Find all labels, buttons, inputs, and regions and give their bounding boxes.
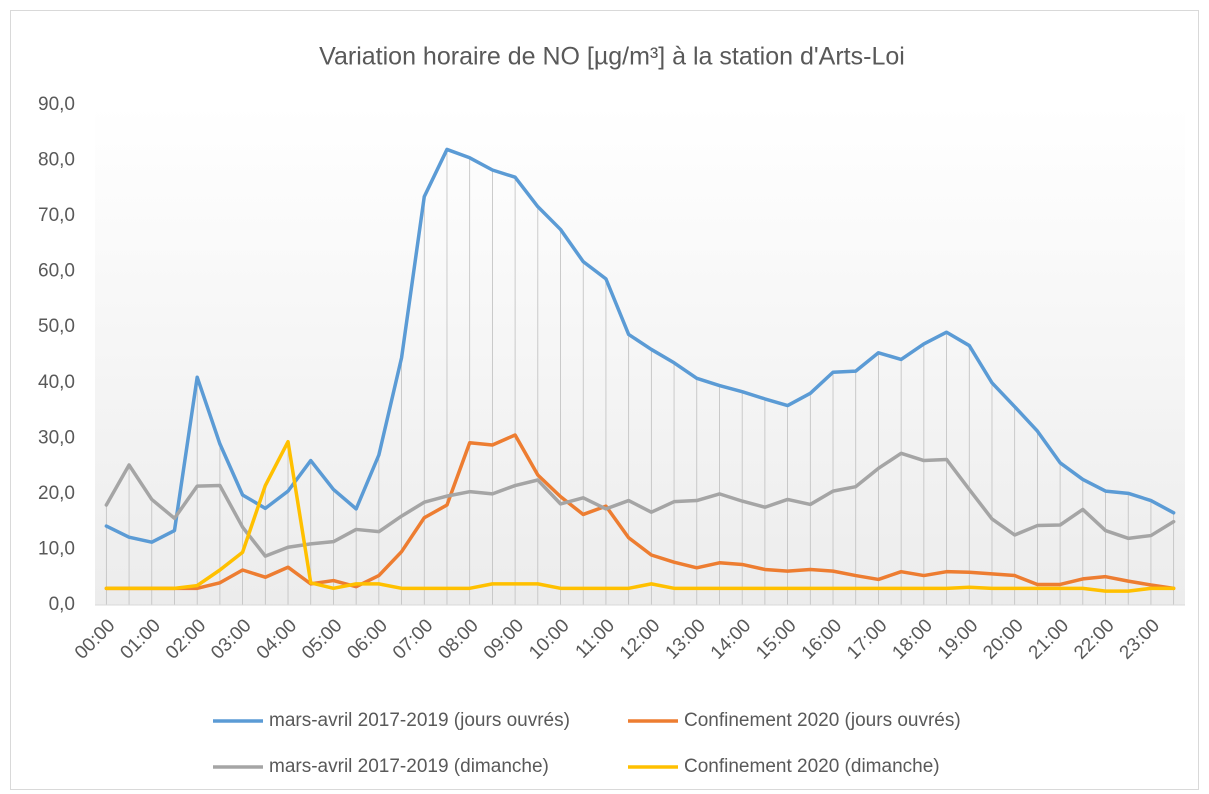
y-tick-label: 0,0 [49,594,75,615]
legend-label: mars-avril 2017-2019 (dimanche) [269,756,549,777]
legend-label: Confinement 2020 (dimanche) [684,756,940,777]
series-line [104,147,1176,544]
legend-label: mars-avril 2017-2019 (jours ouvrés) [269,710,570,731]
series-line [104,439,1176,593]
y-tick-label: 50,0 [38,316,75,337]
y-tick-label: 70,0 [38,205,75,226]
y-tick-label: 80,0 [38,150,75,171]
series-line [104,451,1176,558]
y-tick-label: 10,0 [38,538,75,559]
y-tick-label: 40,0 [38,372,75,393]
series-line [104,433,1176,591]
legend-label: Confinement 2020 (jours ouvrés) [684,710,961,731]
chart-title: Variation horaire de NO [µg/m³] à la sta… [319,43,905,71]
y-tick-label: 90,0 [38,94,75,115]
plot-area [95,105,1185,605]
y-tick-label: 20,0 [38,483,75,504]
y-tick-label: 30,0 [38,427,75,448]
y-tick-label: 60,0 [38,261,75,282]
